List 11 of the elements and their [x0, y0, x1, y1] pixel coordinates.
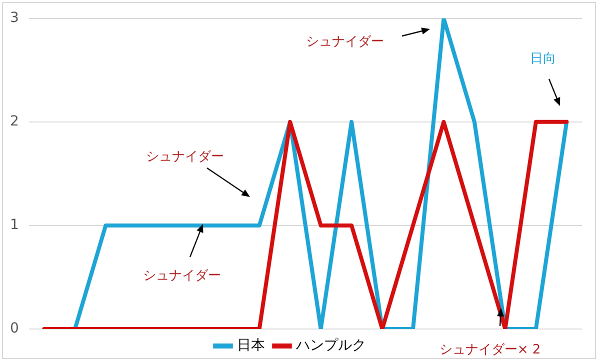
y-tick-label: 1: [10, 217, 19, 234]
annotation: 日向: [530, 51, 556, 66]
text: シュナイダー× 2: [439, 342, 541, 358]
annotation: シュナイダー: [306, 34, 384, 50]
legend-label: ハンプルク: [295, 338, 366, 354]
annotation: シュナイダー: [143, 268, 221, 284]
y-tick-label: 3: [10, 10, 19, 26]
y-tick-label: 2: [10, 114, 19, 130]
annotation: シュナイダー: [146, 149, 224, 164]
y-tick-label: 0: [10, 320, 19, 337]
legend-label: 日本: [237, 338, 265, 354]
